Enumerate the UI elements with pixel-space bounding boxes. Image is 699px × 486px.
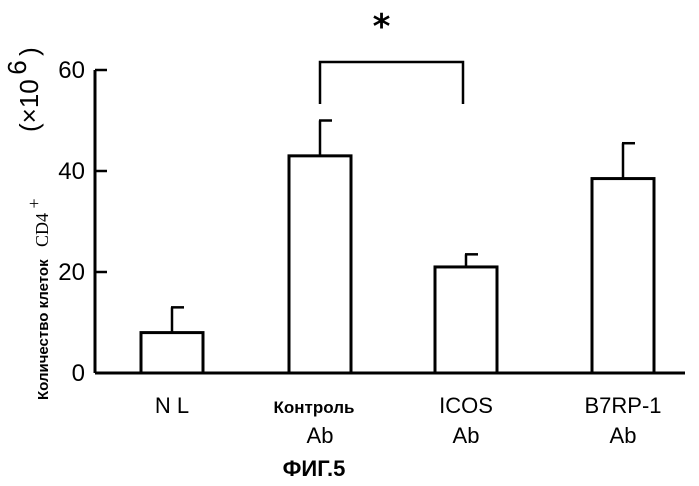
- significance-bracket-line: [320, 62, 463, 104]
- y-tick-label: 20: [58, 259, 85, 286]
- bar: [289, 156, 351, 373]
- category-label: Ab: [307, 423, 334, 448]
- unit-label: (×10 6 ): [2, 47, 44, 132]
- y-ticks: 0 20 40 60: [58, 57, 107, 387]
- category-label: Ab: [610, 423, 637, 448]
- unit-label-close: ): [14, 47, 44, 56]
- y-axis-title: Количество клеток CD4 +: [24, 198, 52, 400]
- category-labels: N L Контроль Ab ICOS Ab B7RP-1 Ab: [155, 393, 662, 448]
- bars: [141, 156, 654, 373]
- y-tick-label: 0: [72, 360, 85, 387]
- bar: [592, 179, 654, 373]
- bar: [141, 333, 203, 373]
- category-label: ICOS: [439, 393, 493, 418]
- y-axis-title-cd4-sup: +: [24, 198, 44, 208]
- y-tick-label: 60: [58, 57, 85, 84]
- unit-label-exp: 6: [2, 60, 32, 74]
- significance-bracket: *: [320, 7, 463, 104]
- y-axis-title-text: Количество клеток CD4 +: [24, 198, 52, 400]
- error-bars: [171, 121, 635, 333]
- figure-caption: ФИГ.5: [283, 456, 346, 481]
- y-tick-label: 40: [58, 158, 85, 185]
- y-axis-title-main: Количество клеток: [35, 259, 52, 400]
- unit-label-text: (×10 6 ): [2, 47, 44, 132]
- bar: [435, 267, 497, 373]
- unit-label-main: (×10: [14, 79, 44, 132]
- category-label: B7RP-1: [584, 393, 661, 418]
- category-label: Ab: [453, 423, 480, 448]
- y-axis-title-cd4: CD4: [32, 213, 52, 247]
- category-label: N L: [155, 393, 189, 418]
- category-label: Контроль: [274, 398, 355, 417]
- significance-marker: *: [373, 7, 391, 47]
